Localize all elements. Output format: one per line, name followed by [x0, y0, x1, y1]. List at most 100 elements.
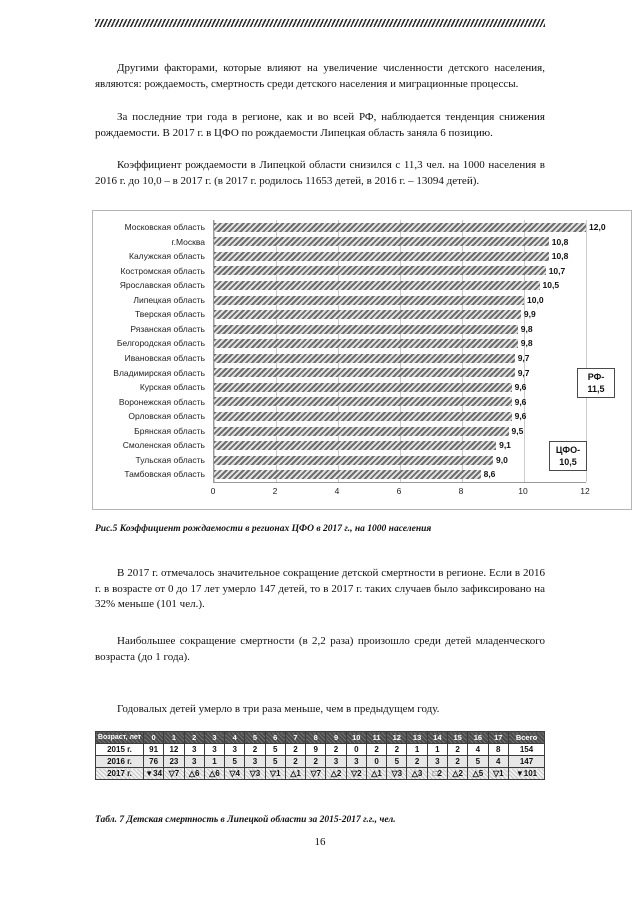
table-cell: 2: [365, 743, 388, 756]
chart-category-label: Калужская область: [129, 251, 205, 262]
paragraph-one-year-olds: Годовалых детей умерло в три раза меньше…: [117, 703, 440, 715]
table-cell: □2: [426, 767, 448, 780]
chart-gridline: [524, 220, 525, 482]
table-row-total: 154: [508, 743, 545, 756]
table-header-cell: 17: [487, 731, 510, 744]
chart-gridline: [338, 220, 339, 482]
paragraph-birth-rate-trend: За последние три года в регионе, как и в…: [95, 111, 545, 139]
mortality-table: Возраст, лет 0 1 2 3 4 5 6 7 8 9 10 11 12 13 14 15 16 17 Вс…: [95, 731, 545, 780]
table-header-row: Возраст, лет 0 1 2 3 4 5 6 7 8 9 10 11 12 13 14 15 16 17 Вс…: [95, 731, 545, 744]
table-header-cell: 3: [203, 731, 226, 744]
chart-bar-value-label: 10,5: [542, 280, 560, 291]
table-header-cell: 10: [345, 731, 367, 744]
chart-plot-area: 12,0 10,8 10,8 10,7 10,5 10,0 9,9 9,8 9,8 9,7 9,7 9…: [213, 220, 606, 483]
chart-bar: [214, 397, 512, 407]
table-cell: 3: [224, 743, 246, 756]
table-row-label: 2017 г.: [95, 767, 144, 780]
table-cell: ▽1: [487, 767, 510, 780]
birth-rate-chart: Московская область г.Москва Калужская обла…: [92, 210, 632, 510]
mortality-table-grid: Возраст, лет 0 1 2 3 4 5 6 7 8 9 10 11 12 13 14 15 16 17 Вс…: [95, 731, 545, 780]
chart-gridline: [400, 220, 401, 482]
table-cell: 3: [183, 743, 205, 756]
table-caption: Табл. 7 Детская смертность в Липецкой об…: [95, 815, 396, 825]
table-header-cell: 4: [224, 731, 246, 744]
table-cell: ▽7: [305, 767, 327, 780]
chart-bar-value-label: 12,0: [589, 222, 606, 232]
decorative-header-rule: [95, 19, 545, 27]
table-cell: △6: [203, 767, 226, 780]
table-cell: △2: [446, 767, 469, 780]
chart-category-label: Тульская область: [135, 454, 206, 465]
chart-category-label: Липецкая область: [133, 294, 205, 305]
table-row-label: 2016 г.: [95, 755, 144, 768]
table-cell: 4: [487, 755, 510, 768]
table-header-cell: 2: [183, 731, 205, 744]
table-header-cell: 13: [406, 731, 428, 744]
table-cell: 3: [183, 755, 205, 768]
x-tick-label: 2: [272, 486, 278, 496]
annotation-rf-box: РФ- 11,5: [577, 368, 615, 398]
x-tick-label: 10: [518, 486, 528, 496]
table-cell: 2: [386, 743, 408, 756]
table-cell: 23: [163, 755, 185, 768]
table-cell: 2: [284, 755, 307, 768]
chart-bar-value-label: 10,8: [551, 236, 569, 247]
chart-bar-value-label: 10,7: [548, 265, 566, 276]
table-cell: 3: [325, 755, 347, 768]
table-cell: 2: [406, 755, 428, 768]
chart-category-label: Тверская область: [134, 309, 205, 320]
table-header-cell: 7: [284, 731, 307, 744]
table-cell: 5: [264, 755, 286, 768]
table-header-cell: 11: [365, 731, 388, 744]
chart-category-label: Московская область: [124, 222, 205, 232]
chart-bar: [214, 382, 512, 392]
chart-category-label: г.Москва: [171, 236, 205, 247]
chart-bar: [214, 310, 521, 320]
table-cell: 4: [467, 743, 489, 756]
chart-bar: [214, 353, 515, 363]
chart-bar-value-label: 9,6: [514, 411, 527, 422]
table-cell: 1: [406, 743, 428, 756]
page-number: 16: [314, 836, 326, 848]
figure-caption: Рис.5 Коэффициент рождаемости в регионах…: [95, 524, 432, 534]
table-header-cell: 8: [305, 731, 327, 744]
table-cell: 12: [163, 743, 185, 756]
table-header-cell: 14: [426, 731, 448, 744]
chart-bar: [214, 441, 497, 451]
table-header-cell: 15: [446, 731, 469, 744]
chart-category-label: Орловская область: [128, 411, 205, 422]
table-cell: 3: [345, 755, 367, 768]
table-header-cell: 6: [264, 731, 286, 744]
chart-bar: [214, 222, 586, 232]
table-row-total: 147: [508, 755, 545, 768]
paragraph-factors: Другими факторами, которые влияют на уве…: [95, 62, 545, 90]
chart-category-label: Воронежская область: [118, 396, 205, 407]
table-cell: 5: [386, 755, 408, 768]
table-cell: 2: [305, 755, 327, 768]
chart-bar: [214, 412, 512, 421]
x-tick-label: 6: [396, 486, 402, 496]
table-row: 2016 г. 76 23 3 1 5 3 5 2 2 3 3 0 5 2 3 2 5 4 147: [95, 755, 545, 768]
table-cell: △3: [406, 767, 428, 780]
table-cell: 9: [305, 743, 327, 756]
chart-bar-value-label: 9,6: [514, 382, 527, 393]
chart-category-label: Смоленская область: [122, 440, 205, 451]
table-cell: ▽7: [163, 767, 185, 780]
chart-category-label: Ивановская область: [124, 353, 205, 363]
chart-category-label: Рязанская область: [130, 323, 205, 334]
chart-category-label: Ярославская область: [119, 280, 205, 291]
table-cell: 2: [446, 755, 469, 768]
chart-bar: [214, 324, 518, 334]
chart-bar-value-label: 9,6: [514, 396, 527, 407]
table-cell: △1: [284, 767, 307, 780]
table-header-cell: 0: [142, 731, 165, 744]
x-tick-label: 4: [334, 486, 340, 496]
table-cell: ▽3: [244, 767, 266, 780]
chart-bar-value-label: 10,8: [551, 251, 569, 262]
chart-bar: [214, 237, 549, 247]
chart-bar-value-label: 8,6: [483, 469, 496, 480]
table-cell: ▽1: [264, 767, 286, 780]
chart-bar-value-label: 9,7: [517, 353, 530, 363]
paragraph-infant-mortality: Наибольшее сокращение смертности (в 2,2 …: [95, 635, 545, 663]
